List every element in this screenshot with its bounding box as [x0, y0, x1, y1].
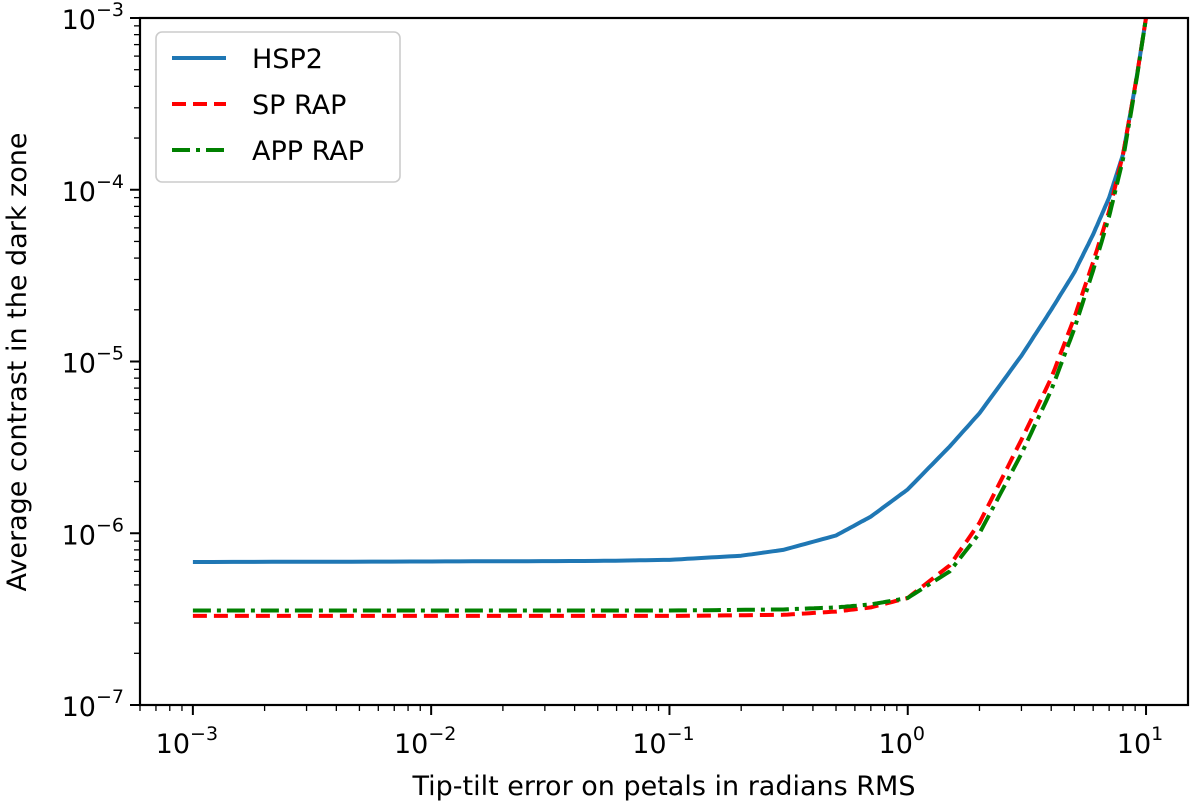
x-axis-label: Tip-tilt error on petals in radians RMS: [412, 771, 916, 802]
x-tick-label: 10−3: [156, 723, 218, 760]
y-axis-label: Average contrast in the dark zone: [2, 133, 33, 592]
ticks-layer: 10−3 10−2 10−1 100 101 10−7 10−6 10−5 10−4 10−3: [62, 0, 1164, 760]
legend-label: SP RAP: [252, 90, 346, 121]
legend-label: HSP2: [252, 44, 323, 75]
x-tick-label: 10−2: [394, 723, 456, 760]
plot-frame: [138, 16, 1190, 707]
series-line-hsp2: [192, 18, 1148, 564]
y-tick-label: 10−6: [62, 514, 124, 551]
series-layer: [192, 18, 1148, 618]
x-tick-label: 10−1: [632, 723, 694, 760]
legend-box: [155, 31, 401, 183]
y-tick-label: 10−3: [62, 0, 124, 36]
x-tick-label: 101: [1117, 723, 1163, 760]
legend-label: APP RAP: [252, 136, 364, 167]
legend: HSP2 SP RAP APP RAP: [155, 31, 401, 183]
y-tick-label: 10−5: [62, 343, 124, 380]
series-line-app-rap: [192, 18, 1148, 613]
y-tick-label: 10−7: [62, 686, 124, 723]
y-tick-label: 10−4: [62, 171, 124, 208]
x-tick-label: 100: [879, 723, 925, 760]
